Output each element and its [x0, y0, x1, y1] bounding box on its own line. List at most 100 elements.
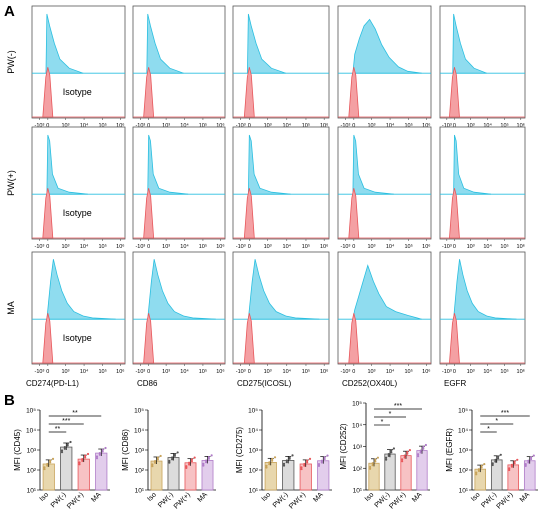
x-tick-label: 10³: [62, 369, 70, 375]
sample-dot: [475, 473, 478, 476]
y-tick-label: 10¹: [459, 488, 469, 495]
sample-dot: [69, 440, 72, 444]
sample-dot: [510, 465, 514, 468]
sample-dot: [95, 455, 99, 458]
bar-chart: 10¹ 10² 10³ 10⁴ 10⁵ MFI (CD45) Iso PW(-)PW(+) MA…: [13, 408, 110, 511]
y-tick-label: 10³: [249, 448, 259, 455]
x-tick-label: 10³: [467, 123, 475, 129]
sample-histogram: [45, 13, 84, 74]
category-label: PW(-): [157, 491, 175, 509]
x-tick-label: 10³: [264, 123, 272, 129]
sample-dot: [369, 467, 372, 470]
sample-dot: [104, 446, 107, 450]
x-tick-label: -10³: [35, 244, 45, 250]
y-tick-label: 10⁴: [458, 428, 468, 435]
isotype-histogram: [42, 188, 54, 239]
significance-label: *: [495, 418, 498, 425]
sample-dot: [51, 457, 55, 460]
sample-dot: [291, 454, 294, 457]
category-label: PW(-): [50, 491, 68, 509]
sample-histogram: [246, 13, 286, 74]
x-tick-label: 10⁵: [302, 122, 310, 129]
y-tick-label: 10³: [135, 448, 145, 455]
x-tick-label: 10⁴: [386, 368, 395, 375]
sample-dot: [419, 449, 422, 452]
x-tick-label: 10³: [368, 123, 376, 129]
sample-dot: [529, 456, 533, 459]
x-tick-label: 10⁵: [98, 243, 106, 250]
significance-label: **: [55, 426, 61, 433]
y-axis-label: MFI (CD275): [235, 427, 244, 474]
x-tick-label: -10³: [341, 244, 351, 250]
sample-dot: [205, 459, 208, 462]
sample-dot: [527, 461, 530, 464]
x-tick-label: 10⁴: [386, 122, 395, 129]
isotype-histogram: [348, 313, 360, 364]
significance-label: *: [487, 426, 490, 433]
sample-dot: [300, 467, 303, 471]
category-label: Iso: [261, 491, 273, 503]
y-tick-label: 10⁴: [134, 428, 144, 435]
y-tick-label: 10²: [459, 468, 469, 475]
sample-dot: [205, 461, 208, 464]
x-tick-label: -10³: [236, 123, 246, 129]
y-tick-label: 10⁴: [26, 428, 36, 435]
sample-dot: [401, 458, 404, 461]
x-tick-label: 0: [248, 244, 251, 250]
x-tick-label: 10⁴: [483, 122, 492, 129]
x-tick-label: 10³: [62, 123, 70, 129]
x-tick-label: -10³: [442, 244, 452, 250]
x-tick-label: 10⁴: [283, 122, 292, 129]
sample-dot: [480, 464, 483, 467]
sample-dot: [320, 461, 323, 464]
sample-histogram: [453, 259, 517, 320]
histogram-panel: -10³ 0 10³ 10⁴ 10⁵ 10⁶ EGFR: [439, 251, 526, 388]
sample-dot: [81, 458, 84, 461]
sample-dot: [387, 454, 390, 457]
sample-dot: [422, 445, 425, 448]
sample-dot: [323, 456, 326, 459]
x-tick-label: 10⁶: [116, 122, 124, 129]
x-tick-label: 10⁴: [283, 368, 292, 375]
sample-dot: [317, 464, 321, 467]
category-label: MA: [411, 491, 424, 504]
isotype-histogram: [449, 313, 460, 364]
sample-dot: [98, 451, 101, 455]
sample-dot: [185, 466, 188, 469]
x-tick-label: 10³: [264, 244, 272, 250]
category-label: PW(+): [388, 491, 407, 510]
sample-dot: [417, 455, 420, 458]
x-tick-label: 0: [46, 369, 49, 375]
sample-dot: [63, 445, 66, 449]
sample-dot: [306, 459, 309, 462]
sample-dot: [320, 459, 323, 462]
sample-dot: [101, 450, 104, 453]
sample-dot: [323, 457, 326, 461]
isotype-histogram: [143, 67, 155, 118]
category-label: MA: [90, 491, 103, 504]
sample-dot: [417, 453, 420, 456]
sample-dot: [168, 461, 171, 464]
sample-histogram: [147, 134, 189, 195]
sample-dot: [494, 458, 497, 461]
x-tick-label: 10³: [62, 244, 70, 250]
x-tick-label: 0: [352, 369, 355, 375]
sample-dot: [401, 460, 404, 463]
y-tick-label: 10¹: [353, 488, 363, 495]
panel-label-b: B: [4, 392, 15, 409]
significance-label: ***: [501, 410, 509, 417]
isotype-histogram: [42, 313, 54, 364]
sample-dot: [81, 459, 84, 462]
x-tick-label: 10⁶: [517, 122, 525, 129]
x-tick-label: 10⁶: [422, 122, 430, 129]
sample-dot: [265, 466, 268, 469]
x-tick-label: 10⁵: [199, 243, 207, 250]
sample-dot: [513, 462, 516, 465]
significance-label: ***: [62, 418, 70, 425]
sample-dot: [273, 456, 277, 459]
sample-dot: [190, 459, 193, 463]
sample-dot: [84, 456, 87, 459]
sample-dot: [43, 466, 46, 469]
